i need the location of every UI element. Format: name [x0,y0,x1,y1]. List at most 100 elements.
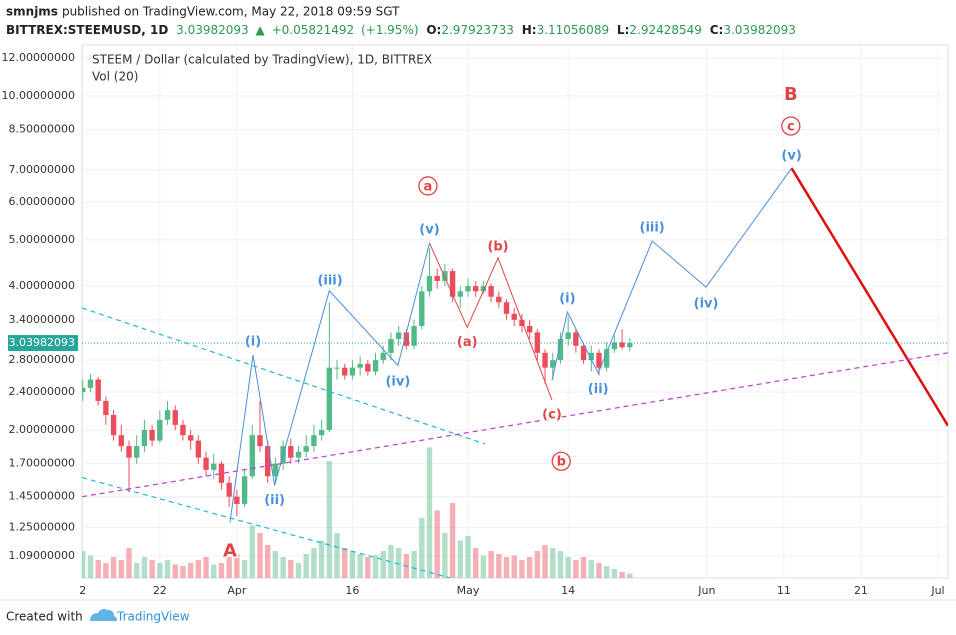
candle-body [365,363,371,372]
footer-brand[interactable]: TradingView [116,610,190,624]
volume-bar [226,557,232,578]
y-tick-label: 1.45000000 [9,490,75,503]
symbol-line: BITTREX:STEEMUSD, 1D 3.03982093 ▲ +0.058… [6,23,796,37]
x-tick-label: 2 [79,584,86,597]
candle-body [226,482,232,497]
volume-bar [442,533,448,578]
wave-label: (iv) [694,296,719,311]
volume-bar [426,447,433,578]
volume-bar [411,551,417,578]
volume-bar [141,557,148,578]
volume-bar [234,554,240,578]
wave-label: (v) [781,149,801,164]
candle-body [334,367,340,369]
candle-body [288,446,294,458]
candle-body [619,342,625,348]
candle-body [118,435,124,447]
volume-bar [272,551,279,578]
wave-label: (b) [487,240,508,255]
volume-bar [303,554,309,578]
y-tick-label: 4.00000000 [9,279,75,292]
volume-bar [488,551,494,578]
volume-bar [449,503,456,578]
volume-bar [164,560,171,578]
candle-body [411,326,417,346]
candle-body [295,451,302,458]
candle-body [588,352,594,361]
candle-body [611,342,618,350]
volume-bar [473,548,479,578]
candle-body [534,332,541,353]
x-tick-label: 11 [777,584,791,597]
wave-label: c [787,120,795,135]
candle-body [95,379,101,401]
annotation-circle [781,116,801,136]
volume-bar [195,560,202,578]
candle-body [134,446,140,458]
wave-line [790,167,948,427]
candle-body [426,275,433,292]
volume-bar [565,557,571,578]
volume-bar [211,564,217,578]
volume-bar [619,572,625,578]
candle-body [110,414,117,436]
close-value: 3.03982093 [723,23,796,37]
volume-bar [149,560,155,578]
volume-bar [357,554,363,578]
y-tick-label: 10.00000000 [2,89,75,102]
candle-body [542,352,548,368]
volume-bar [542,545,548,578]
candle-body [395,332,402,339]
candle-body [465,286,471,292]
chart-title: STEEM / Dollar (calculated by TradingVie… [92,53,432,67]
volume-bar [503,557,510,578]
candle-body [82,387,86,393]
wave-line [551,167,793,381]
volume-bar [342,548,348,578]
candle-body [503,302,510,314]
candle-body [272,463,279,477]
candle-body [241,476,248,504]
y-tick-label: 3.40000000 [9,313,75,326]
volume-bar [318,540,325,578]
candle-body [449,271,456,297]
volume-bar [388,545,394,578]
wave-label: (c) [542,407,562,422]
volume-bar [611,569,618,578]
candle-body [442,271,448,281]
candle-body [511,313,517,320]
volume-bar [550,548,556,578]
candle-body [126,446,132,458]
candle-body [519,319,525,327]
volume-bar [534,551,541,578]
candle-body [496,296,502,303]
y-tick-label: 6.00000000 [9,195,75,208]
low-value: 2.92428549 [629,23,702,37]
volume-bar [180,566,186,578]
x-tick-label: 21 [854,584,868,597]
candle-body [349,367,356,376]
candle-body [627,343,633,348]
open-value: 2.97923733 [441,23,514,37]
candle-body [249,435,255,477]
author[interactable]: smnjms [6,5,58,19]
volume-bar [365,557,371,578]
volume-bar [395,548,402,578]
symbol: BITTREX:STEEMUSD, 1D [6,23,168,37]
volume-bar [172,564,178,578]
candle-body [565,332,571,339]
volume-bar [573,560,579,578]
chart-subtitle: Vol (20) [92,70,138,84]
volume-bar [334,533,340,578]
close-label: C: [710,23,724,37]
volume-bar [288,560,294,578]
candle-body [457,291,463,297]
volume-bar [157,563,163,578]
candle-body [87,379,94,388]
candle-body [257,435,263,447]
volume-bar [526,557,533,578]
price-label-bg [8,335,78,352]
candle-body [419,291,425,327]
high-value: 3.11056089 [537,23,610,37]
